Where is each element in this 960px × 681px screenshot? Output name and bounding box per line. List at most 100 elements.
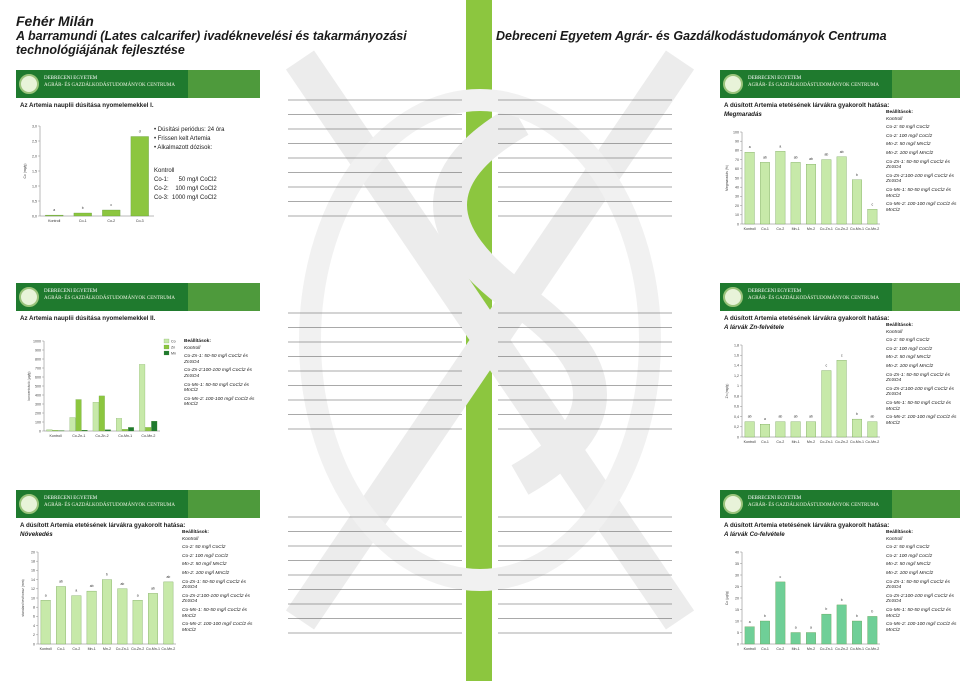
bar bbox=[836, 360, 847, 438]
legend-item: Co-2: 100 mg/l CoCl2 bbox=[886, 346, 933, 352]
banner-centre-name: AGRÁR- ÉS GAZDÁLKODÁSTUDOMÁNYOK CENTRUMA bbox=[748, 296, 879, 301]
x-tick-label: Co-Mn-1 bbox=[850, 227, 864, 231]
x-tick-label: Co-1 bbox=[761, 227, 769, 231]
x-tick-label: Co-Zn-1 bbox=[820, 647, 833, 651]
significance-letter: c bbox=[110, 203, 112, 207]
y-tick-label: 200 bbox=[35, 411, 41, 415]
bar bbox=[836, 604, 847, 645]
bar bbox=[151, 421, 158, 432]
significance-letter: b bbox=[856, 173, 858, 177]
legend-item: Kontroll bbox=[886, 536, 903, 542]
significance-letter: a bbox=[75, 589, 77, 593]
y-tick-label: 1 bbox=[737, 384, 739, 388]
x-tick-label: Co-Mn-1 bbox=[850, 647, 864, 651]
bar bbox=[71, 595, 82, 645]
bar bbox=[760, 162, 770, 225]
bar bbox=[806, 632, 816, 645]
x-tick-label: Co-Mn-1 bbox=[146, 647, 160, 651]
slide-subtitle: A lárvák Co-felvétele bbox=[724, 531, 785, 538]
significance-letter: b bbox=[856, 614, 858, 618]
x-tick-label: Co-Zn-2 bbox=[95, 434, 108, 438]
y-tick-label: 1,8 bbox=[734, 343, 739, 347]
x-tick-label: Mn-1 bbox=[792, 647, 800, 651]
slide-title: Az Artemia nauplii dúsítása nyomelemekke… bbox=[20, 102, 154, 109]
x-tick-label: Kontroll bbox=[744, 227, 756, 231]
legend-item: Co-2: 100 mg/l CoCl2 bbox=[182, 553, 229, 559]
slide-4: DEBRECENI EGYETEM AGRÁR- ÉS GAZDÁLKODÁSTU… bbox=[720, 283, 960, 453]
y-tick-label: 0 bbox=[39, 429, 41, 433]
banner-university-name: DEBRECENI EGYETEM bbox=[44, 289, 98, 294]
bar-chart: 0 5 10 15 20 25 30 35 40 Co (µg/g) Kontroll a Co-1 b C… bbox=[725, 550, 880, 651]
significance-letter: ab bbox=[120, 582, 124, 586]
y-tick-label: 0,5 bbox=[32, 199, 37, 203]
y-tick-label: 80 bbox=[735, 149, 739, 153]
legend-item: Co-Zn-2:100-100 mg/l CoCl2 és ZnSO4 bbox=[886, 593, 954, 605]
x-tick-label: Co-Zn-2 bbox=[835, 440, 848, 444]
legend-panel: Beállítások: Kontroll Co-Zn-1: 50-50 mg/l … bbox=[184, 339, 260, 411]
x-tick-label: Co-Zn-2 bbox=[835, 227, 848, 231]
bar bbox=[102, 579, 112, 645]
dosage-item: Co-2: 100 mg/l CoCl2 bbox=[154, 186, 217, 192]
y-tick-label: 100 bbox=[35, 420, 41, 424]
thesis-title-line-2: technológiájának fejlesztése bbox=[16, 43, 185, 57]
bar bbox=[98, 395, 105, 432]
y-tick-label: 3,0 bbox=[32, 124, 37, 128]
university-crest-logo bbox=[19, 74, 39, 94]
legend-swatch bbox=[163, 338, 170, 344]
legend-series-label: Co bbox=[171, 340, 176, 344]
legend-item: Co-2: 50 mg/l CoCl2 bbox=[886, 338, 930, 344]
y-tick-label: 20 bbox=[735, 596, 739, 600]
bar bbox=[40, 600, 51, 645]
significance-letter: a bbox=[795, 626, 797, 630]
legend-item: Kontroll bbox=[886, 329, 903, 335]
dosage-item: Co-3: 1000 mg/l CoCl2 bbox=[154, 195, 217, 201]
legend-item: Co-Zn-1: 50-50 mg/l CoCl2 és ZnSO4 bbox=[182, 579, 246, 591]
x-tick-label: Mn-1 bbox=[792, 227, 800, 231]
banner-centre-name: AGRÁR- ÉS GAZDÁLKODÁSTUDOMÁNYOK CENTRUMA bbox=[44, 296, 175, 301]
bar bbox=[75, 399, 82, 432]
slide-title: A dúsított Artemia etetésének lárvákra g… bbox=[724, 102, 890, 109]
university-crest-logo bbox=[723, 74, 743, 94]
x-tick-label: Co-1 bbox=[57, 647, 65, 651]
y-tick-label: 2,0 bbox=[32, 154, 37, 158]
significance-letter: ab bbox=[870, 415, 874, 419]
legend-item: Co-Mn-1: 50-50 mg/l CoCl2 és MnCl2 bbox=[886, 400, 952, 412]
legend-header: Beállítások: bbox=[886, 530, 913, 535]
bar bbox=[92, 402, 99, 432]
x-tick-label: Mn-1 bbox=[88, 647, 96, 651]
x-tick-label: Co-Zn-1 bbox=[820, 440, 833, 444]
y-tick-label: 10 bbox=[735, 619, 739, 623]
significance-letter: ab bbox=[840, 150, 844, 154]
bar bbox=[148, 593, 158, 645]
significance-letter: b bbox=[825, 607, 827, 611]
legend-panel: Beállítások: Kontroll Co-2: 50 mg/l CoCl2 C… bbox=[182, 530, 258, 636]
y-tick-label: 30 bbox=[735, 573, 739, 577]
bar bbox=[821, 159, 832, 225]
y-tick-label: 800 bbox=[35, 357, 41, 361]
significance-letter: ab bbox=[90, 584, 94, 588]
legend-item: Co-Zn-1: 50-50 mg/l CoCl2 és ZnSO4 bbox=[886, 159, 950, 171]
x-tick-label: Co-Mn-2 bbox=[865, 227, 879, 231]
slide-banner: DEBRECENI EGYETEM AGRÁR- ÉS GAZDÁLKODÁSTU… bbox=[16, 490, 260, 518]
banner-centre-name: AGRÁR- ÉS GAZDÁLKODÁSTUDOMÁNYOK CENTRUMA bbox=[44, 83, 175, 88]
legend-item: Co-Mn-2: 100-100 mg/l CoCl2 és MnCl2 bbox=[182, 622, 253, 633]
x-tick-label: Co-2 bbox=[107, 219, 115, 223]
banner-university-name: DEBRECENI EGYETEM bbox=[44, 76, 98, 81]
y-tick-label: 1,2 bbox=[734, 374, 739, 378]
legend-item: Kontroll bbox=[182, 536, 199, 542]
bar bbox=[128, 427, 134, 432]
x-tick-label: Mn-2 bbox=[807, 440, 815, 444]
x-tick-label: Kontroll bbox=[48, 219, 60, 223]
significance-letter: c bbox=[825, 364, 827, 368]
banner-university-name: DEBRECENI EGYETEM bbox=[44, 496, 98, 501]
bar bbox=[132, 600, 143, 645]
bar bbox=[760, 620, 770, 645]
bar bbox=[86, 590, 97, 645]
y-tick-label: 0 bbox=[33, 642, 35, 646]
institution-title: Debreceni Egyetem Agrár- és Gazdálkodást… bbox=[496, 29, 887, 43]
legend-item: Co-2: 50 mg/l CoCl2 bbox=[182, 545, 226, 551]
significance-letter: ab bbox=[809, 415, 813, 419]
bar bbox=[122, 429, 128, 432]
y-tick-label: 12 bbox=[31, 587, 35, 591]
significance-letter: a bbox=[749, 145, 751, 149]
